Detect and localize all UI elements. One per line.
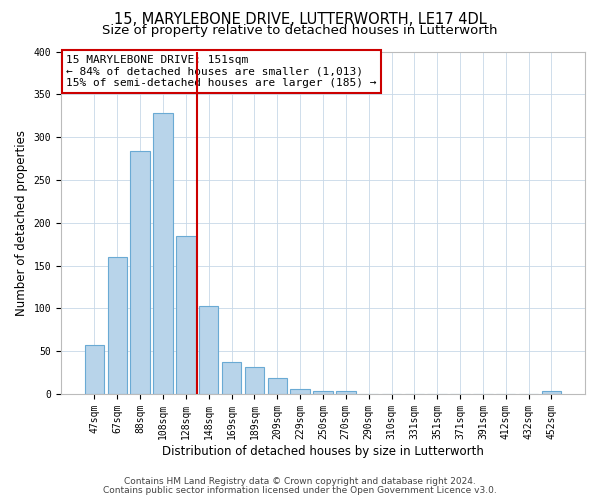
Text: Contains HM Land Registry data © Crown copyright and database right 2024.: Contains HM Land Registry data © Crown c… [124,477,476,486]
Bar [542,392,561,394]
Bar [85,345,104,394]
Text: 15, MARYLEBONE DRIVE, LUTTERWORTH, LE17 4DL: 15, MARYLEBONE DRIVE, LUTTERWORTH, LE17 … [113,12,487,28]
Bar [313,390,332,394]
Bar [245,366,264,394]
Text: 15 MARYLEBONE DRIVE: 151sqm
← 84% of detached houses are smaller (1,013)
15% of : 15 MARYLEBONE DRIVE: 151sqm ← 84% of det… [66,55,377,88]
Bar [290,389,310,394]
Text: Size of property relative to detached houses in Lutterworth: Size of property relative to detached ho… [102,24,498,37]
X-axis label: Distribution of detached houses by size in Lutterworth: Distribution of detached houses by size … [162,444,484,458]
Bar [268,378,287,394]
Y-axis label: Number of detached properties: Number of detached properties [15,130,28,316]
Bar [222,362,241,394]
Bar [336,392,356,394]
Bar [176,236,196,394]
Text: Contains public sector information licensed under the Open Government Licence v3: Contains public sector information licen… [103,486,497,495]
Bar [199,306,218,394]
Bar [153,113,173,394]
Bar [130,151,150,394]
Bar [107,257,127,394]
